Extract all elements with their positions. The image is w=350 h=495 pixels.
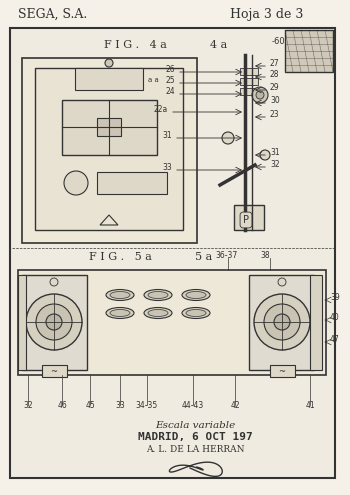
Circle shape (274, 314, 290, 330)
Text: 39: 39 (330, 293, 340, 302)
Text: P: P (243, 215, 249, 225)
Text: A. L. DE LA HERRAN: A. L. DE LA HERRAN (146, 445, 244, 454)
Bar (42, 365, 67, 377)
Text: 33: 33 (162, 163, 172, 172)
Text: 45: 45 (85, 401, 95, 410)
Bar (97, 172, 167, 194)
Bar (240, 68, 258, 75)
Polygon shape (100, 215, 118, 225)
Text: 23: 23 (270, 110, 280, 119)
Text: 27: 27 (270, 59, 280, 68)
Circle shape (278, 278, 286, 286)
Circle shape (264, 304, 300, 340)
Text: 47: 47 (330, 335, 340, 344)
Text: 36-37: 36-37 (215, 251, 237, 260)
Text: 5 a: 5 a (195, 252, 212, 262)
Ellipse shape (182, 290, 210, 300)
Circle shape (254, 294, 310, 350)
Circle shape (26, 294, 82, 350)
Bar (310, 275, 322, 370)
Text: 26: 26 (165, 65, 175, 74)
Ellipse shape (148, 309, 168, 316)
Text: 31: 31 (162, 131, 172, 140)
Text: 25: 25 (165, 76, 175, 85)
Text: 29: 29 (270, 83, 280, 92)
Bar (18, 275, 26, 370)
Ellipse shape (110, 292, 130, 298)
Text: 32: 32 (270, 160, 280, 169)
Text: a a: a a (148, 77, 159, 83)
Text: 31: 31 (270, 148, 280, 157)
Bar (285, 30, 333, 72)
Text: 38: 38 (260, 251, 270, 260)
Text: 32: 32 (23, 401, 33, 410)
Text: F I G .   5 a: F I G . 5 a (89, 252, 152, 262)
Text: 30: 30 (270, 96, 280, 105)
Bar (35, 68, 183, 230)
Bar (75, 68, 143, 90)
Text: MADRID, 6 OCT 197: MADRID, 6 OCT 197 (138, 432, 252, 442)
Ellipse shape (144, 290, 172, 300)
Text: ~: ~ (278, 367, 285, 376)
Text: 46: 46 (57, 401, 67, 410)
Text: -60: -60 (272, 37, 286, 46)
Bar (22, 275, 87, 370)
Text: 28: 28 (270, 70, 280, 79)
Text: Escala variable: Escala variable (155, 421, 235, 430)
Text: Hoja 3 de 3: Hoja 3 de 3 (230, 8, 303, 21)
Text: 34-35: 34-35 (136, 401, 158, 410)
Ellipse shape (186, 309, 206, 316)
Ellipse shape (182, 307, 210, 318)
Ellipse shape (106, 290, 134, 300)
Ellipse shape (144, 307, 172, 318)
Ellipse shape (186, 292, 206, 298)
Circle shape (36, 304, 72, 340)
Text: 22a: 22a (154, 105, 168, 114)
Text: SEGA, S.A.: SEGA, S.A. (18, 8, 87, 21)
Circle shape (105, 59, 113, 67)
Circle shape (64, 171, 88, 195)
Text: 40: 40 (330, 313, 340, 322)
Circle shape (46, 314, 62, 330)
Text: ~: ~ (50, 367, 57, 376)
Bar (240, 88, 258, 95)
Bar (240, 78, 258, 85)
Circle shape (256, 91, 264, 99)
Bar (234, 205, 264, 230)
Ellipse shape (148, 292, 168, 298)
Bar (249, 275, 314, 370)
Text: 24: 24 (165, 87, 175, 96)
Circle shape (252, 87, 268, 103)
Bar (97, 118, 121, 136)
Bar (22, 58, 197, 243)
Bar (62, 100, 157, 155)
Text: 41: 41 (305, 401, 315, 410)
Circle shape (50, 278, 58, 286)
Circle shape (260, 150, 270, 160)
Text: 4 a: 4 a (210, 40, 227, 50)
Bar (18, 270, 326, 375)
Bar (270, 365, 295, 377)
Text: F I G .   4 a: F I G . 4 a (104, 40, 167, 50)
Text: 33: 33 (115, 401, 125, 410)
Text: 44-43: 44-43 (182, 401, 204, 410)
Ellipse shape (110, 309, 130, 316)
Ellipse shape (106, 307, 134, 318)
Circle shape (222, 132, 234, 144)
Text: 42: 42 (230, 401, 240, 410)
